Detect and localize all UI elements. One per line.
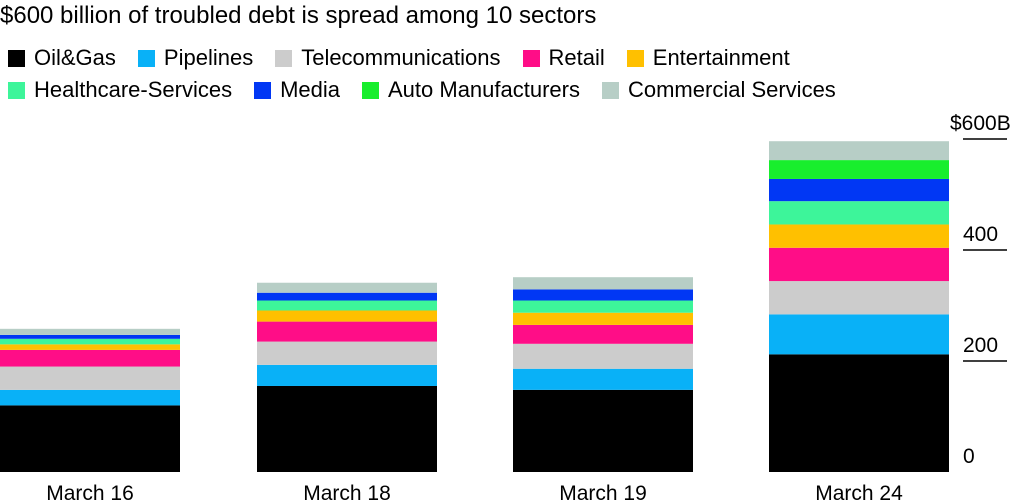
bar-segment-pipelines-march-19 bbox=[513, 368, 693, 390]
y-tick-label: 400 bbox=[963, 223, 998, 246]
x-tick-label: March 16 bbox=[46, 482, 134, 504]
legend-label: Healthcare-Services bbox=[34, 77, 233, 102]
legend-item-telecommunications: Telecommunications bbox=[275, 45, 501, 71]
legend-swatch bbox=[626, 49, 644, 67]
y-tick-label: $600B bbox=[950, 112, 1011, 135]
legend-item-oil-gas: Oil&Gas bbox=[8, 45, 116, 71]
bar-segment-telecommunications-march-16 bbox=[0, 366, 180, 390]
bar-segment-healthcare-services-march-16 bbox=[0, 338, 180, 345]
bar-segment-retail-march-16 bbox=[0, 349, 180, 367]
bar-segment-oil-gas-march-18 bbox=[257, 385, 437, 472]
legend-label: Media bbox=[280, 77, 340, 102]
bar-segment-media-march-16 bbox=[0, 334, 180, 339]
bar-segment-telecommunications-march-19 bbox=[513, 343, 693, 369]
legend-row-1: Oil&Gas Pipelines Telecommunications Retail… bbox=[8, 42, 1018, 74]
legend-item-auto-manufacturers: Auto Manufacturers bbox=[362, 77, 580, 103]
legend-item-commercial-services: Commercial Services bbox=[601, 77, 836, 103]
legend-label: Auto Manufacturers bbox=[388, 77, 580, 102]
bar-segment-commercial-services-march-16 bbox=[0, 328, 180, 335]
legend-swatch bbox=[522, 49, 540, 67]
bar-segment-pipelines-march-16 bbox=[0, 389, 180, 406]
bar-segment-entertainment-march-19 bbox=[513, 312, 693, 325]
bar-segment-telecommunications-march-24 bbox=[769, 281, 949, 315]
legend-swatch bbox=[362, 81, 379, 99]
bar-segment-telecommunications-march-18 bbox=[257, 341, 437, 365]
bar-segment-auto-manufacturers-march-24 bbox=[769, 160, 949, 179]
bar-segment-entertainment-march-18 bbox=[257, 310, 437, 322]
bar-segment-entertainment-march-16 bbox=[0, 344, 180, 350]
bar-segment-healthcare-services-march-24 bbox=[769, 201, 949, 225]
legend-item-entertainment: Entertainment bbox=[626, 45, 790, 71]
legend-item-retail: Retail bbox=[522, 45, 605, 71]
legend-label: Commercial Services bbox=[627, 77, 836, 102]
bar-segment-retail-march-18 bbox=[257, 321, 437, 342]
x-tick-label: March 19 bbox=[559, 482, 647, 504]
y-tick-label: 0 bbox=[963, 445, 975, 468]
bar-segment-retail-march-24 bbox=[769, 247, 949, 282]
x-tick-label: March 24 bbox=[815, 482, 903, 504]
legend-item-pipelines: Pipelines bbox=[137, 45, 254, 71]
bar-segment-entertainment-march-24 bbox=[769, 224, 949, 248]
legend-label: Entertainment bbox=[652, 45, 790, 70]
legend-swatch bbox=[8, 81, 25, 99]
bar-segment-healthcare-services-march-18 bbox=[257, 300, 437, 311]
legend-item-healthcare-services: Healthcare-Services bbox=[8, 77, 232, 103]
legend-swatch bbox=[275, 49, 293, 67]
legend-label: Telecommunications bbox=[301, 45, 501, 70]
bar-segment-media-march-18 bbox=[257, 292, 437, 301]
bar-segment-commercial-services-march-19 bbox=[513, 277, 693, 290]
legend-item-media: Media bbox=[254, 77, 340, 103]
legend-swatch bbox=[254, 81, 272, 99]
x-tick-label: March 18 bbox=[303, 482, 391, 504]
bar-segment-media-march-19 bbox=[513, 289, 693, 301]
bar-segment-pipelines-march-24 bbox=[769, 314, 949, 355]
bar-segment-commercial-services-march-18 bbox=[257, 282, 437, 293]
legend-label: Pipelines bbox=[163, 45, 254, 70]
bar-segment-oil-gas-march-19 bbox=[513, 389, 693, 472]
bar-segment-media-march-24 bbox=[769, 178, 949, 202]
legend: Oil&Gas Pipelines Telecommunications Retail… bbox=[8, 42, 1018, 106]
bar-segment-oil-gas-march-16 bbox=[0, 405, 180, 472]
bar-segment-retail-march-19 bbox=[513, 324, 693, 344]
legend-swatch bbox=[601, 81, 619, 99]
legend-label: Retail bbox=[548, 45, 605, 70]
legend-label: Oil&Gas bbox=[34, 45, 116, 70]
y-tick-label: 200 bbox=[963, 334, 998, 357]
legend-swatch bbox=[137, 49, 155, 67]
legend-swatch bbox=[8, 49, 25, 67]
bar-segment-commercial-services-march-24 bbox=[769, 141, 949, 161]
bar-segment-healthcare-services-march-19 bbox=[513, 300, 693, 313]
chart-title: $600 billion of troubled debt is spread … bbox=[0, 2, 597, 29]
bar-segment-pipelines-march-18 bbox=[257, 364, 437, 386]
legend-row-2: Healthcare-Services Media Auto Manufacture… bbox=[8, 74, 1018, 106]
bar-segment-oil-gas-march-24 bbox=[769, 354, 949, 472]
